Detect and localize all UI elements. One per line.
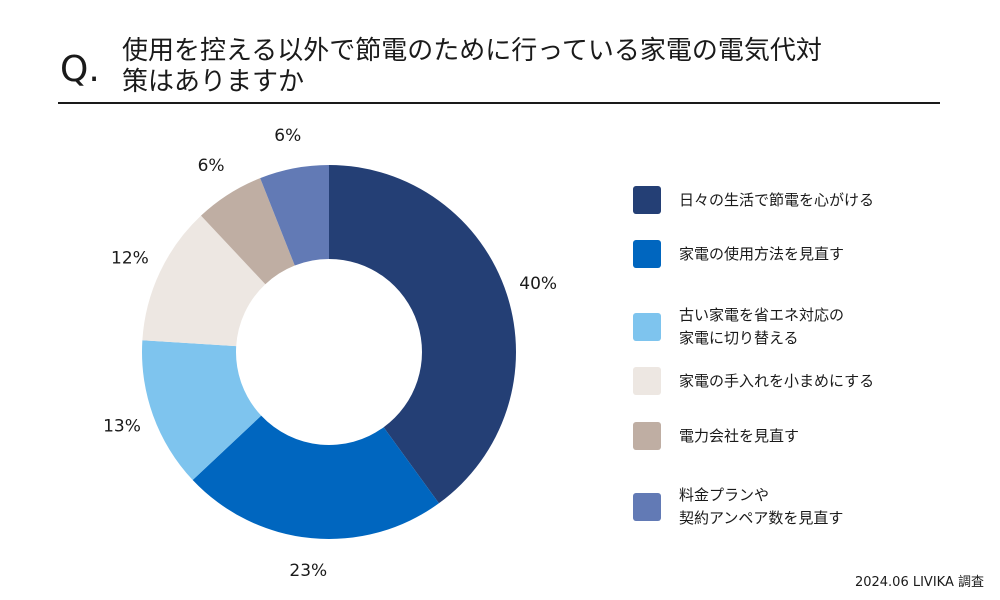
legend-swatch	[633, 313, 661, 341]
legend-swatch	[633, 186, 661, 214]
legend-item-2: 家電の使用方法を見直す	[633, 240, 844, 268]
donut-slice-1	[329, 165, 517, 504]
legend-label: 料金プランや 契約アンペア数を見直す	[679, 486, 844, 527]
legend-label: 家電の手入れを小まめにする	[679, 371, 875, 390]
legend-item-4: 家電の手入れを小まめにする	[633, 367, 874, 395]
value-label-4: 12%	[111, 248, 149, 268]
chart-header: Q. 使用を控える以外で節電のために行っている家電の電気代対 策はありますか	[58, 30, 940, 105]
donut-value-labels: 40% 23% 13% 12% 6% 6%	[103, 126, 557, 581]
source-note: 2024.06 LIVIKA 調査	[854, 575, 984, 590]
legend-label: 家電の使用方法を見直す	[679, 244, 845, 263]
legend-item-3: 古い家電を省エネ対応の 家電に切り替える	[633, 304, 844, 350]
legend-swatch	[633, 422, 661, 450]
legend-swatch	[633, 493, 661, 521]
value-label-3: 13%	[103, 417, 141, 437]
legend-label: 電力会社を見直す	[679, 426, 800, 445]
donut-slice-5	[200, 178, 295, 285]
donut-slice-3	[142, 340, 262, 481]
legend-item-1: 日々の生活で節電を心がける	[633, 186, 874, 214]
legend-item-5: 電力会社を見直す	[633, 422, 799, 450]
legend-swatch	[633, 240, 661, 268]
chart-title: 使用を控える以外で節電のために行っている家電の電気代対 策はありますか	[122, 36, 822, 97]
donut-slice-4	[142, 215, 266, 347]
legend-label: 古い家電を省エネ対応の 家電に切り替える	[679, 306, 845, 347]
donut-slice-6	[260, 165, 329, 266]
legend-item-6: 料金プランや 契約アンペア数を見直す	[633, 484, 843, 530]
value-label-1: 40%	[519, 274, 557, 294]
legend-label: 日々の生活で節電を心がける	[679, 190, 875, 209]
donut-slices	[142, 165, 517, 540]
title-underline	[58, 102, 940, 104]
donut-slice-2	[192, 415, 439, 540]
legend-swatch	[633, 367, 661, 395]
value-label-6: 6%	[274, 126, 301, 146]
value-label-2: 23%	[289, 561, 327, 581]
value-label-5: 6%	[198, 156, 225, 176]
question-mark: Q.	[60, 49, 100, 90]
